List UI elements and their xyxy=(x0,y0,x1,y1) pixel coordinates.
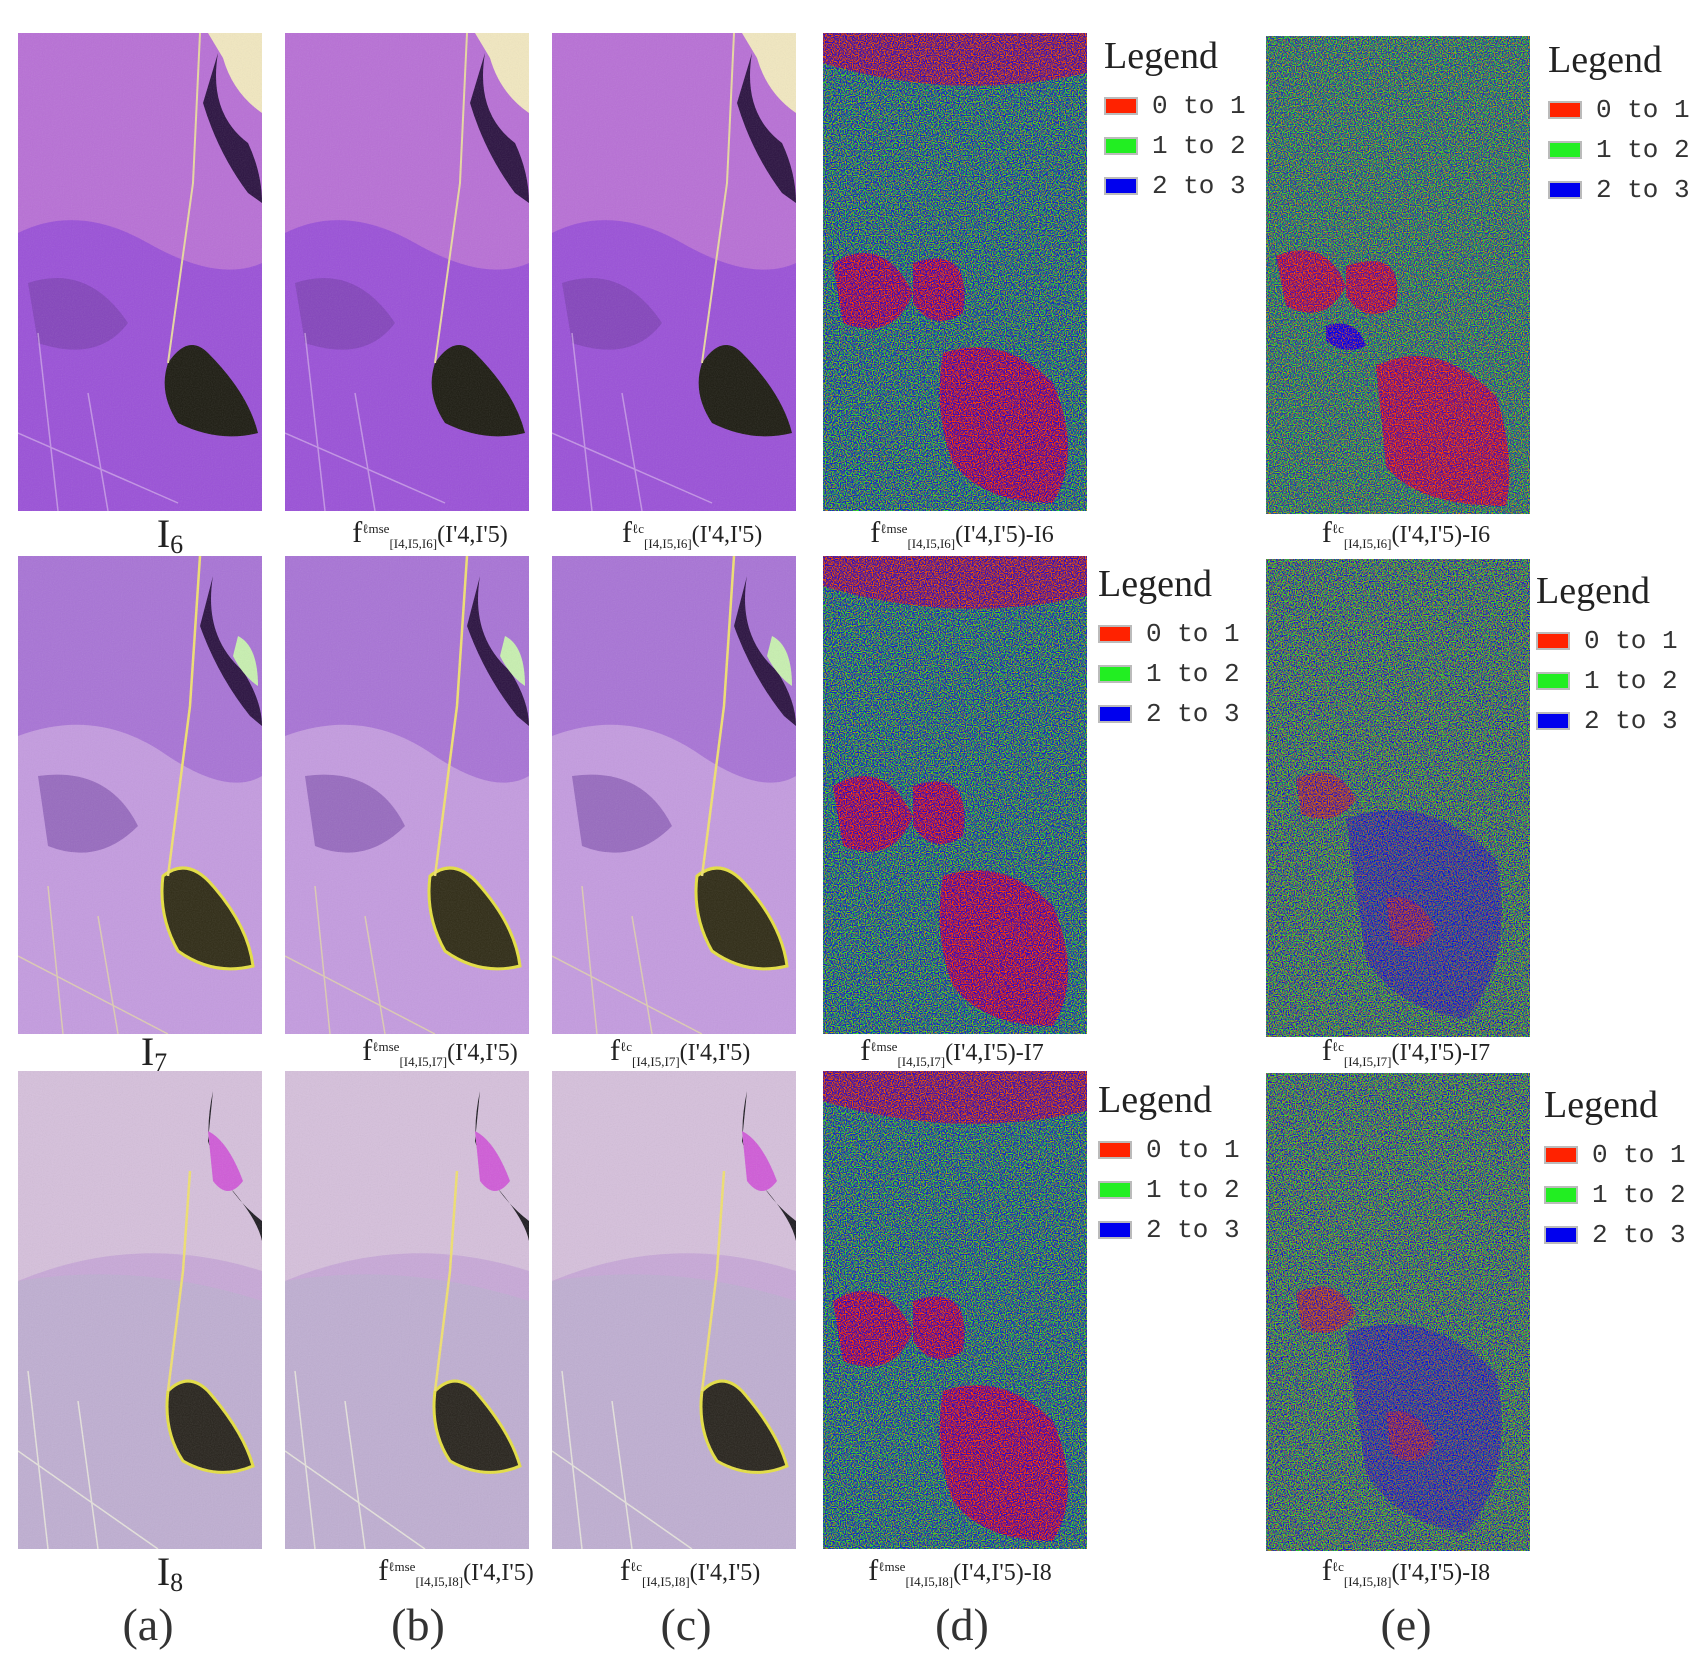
legend-item: 2 to 3 xyxy=(1544,1215,1705,1255)
image-i7-original xyxy=(18,556,262,1034)
legend-row1-d: Legend 0 to 1 1 to 2 2 to 3 xyxy=(1104,34,1284,206)
caption-f-lc-i7: fℓc[I4,I5,I7](I'4,I'5) xyxy=(610,1034,751,1069)
error-map-lc-i6 xyxy=(1266,36,1530,514)
legend-row1-e: Legend 0 to 1 1 to 2 2 to 3 xyxy=(1548,38,1705,210)
image-f-lmse-i8 xyxy=(285,1071,529,1549)
legend-item: 0 to 1 xyxy=(1104,86,1284,126)
legend-item: 0 to 1 xyxy=(1098,1130,1278,1170)
caption-f-lc-minus-i6: fℓc[I4,I5,I6](I'4,I'5)-I6 xyxy=(1321,516,1491,551)
legend-item: 0 to 1 xyxy=(1098,614,1278,654)
caption-i8: I8 xyxy=(156,1549,184,1597)
error-map-lc-i8 xyxy=(1266,1073,1530,1551)
legend-item: 2 to 3 xyxy=(1098,694,1278,734)
caption-f-lc-minus-i8: fℓc[I4,I5,I8](I'4,I'5)-I8 xyxy=(1321,1554,1491,1589)
caption-f-lc-i6: fℓc[I4,I5,I6](I'4,I'5) xyxy=(622,516,763,551)
caption-f-lmse-i7: fℓmse[I4,I5,I7](I'4,I'5) xyxy=(362,1034,518,1069)
legend-item: 2 to 3 xyxy=(1548,170,1705,210)
error-map-lc-i7 xyxy=(1266,559,1530,1037)
caption-f-lmse-minus-i6: fℓmse[I4,I5,I6](I'4,I'5)-I6 xyxy=(870,516,1054,551)
column-letter-b: (b) xyxy=(391,1599,445,1650)
legend-row2-e: Legend 0 to 1 1 to 2 2 to 3 xyxy=(1536,569,1705,741)
legend-item: 1 to 2 xyxy=(1104,126,1284,166)
legend-row2-d: Legend 0 to 1 1 to 2 2 to 3 xyxy=(1098,562,1278,734)
legend-item: 2 to 3 xyxy=(1536,701,1705,741)
caption-f-lc-i8: fℓc[I4,I5,I8](I'4,I'5) xyxy=(620,1554,761,1589)
legend-row3-e: Legend 0 to 1 1 to 2 2 to 3 xyxy=(1544,1083,1705,1255)
image-f-lmse-i6 xyxy=(285,33,529,511)
legend-item: 1 to 2 xyxy=(1098,654,1278,694)
image-i8-original xyxy=(18,1071,262,1549)
caption-i7: I7 xyxy=(140,1029,168,1077)
legend-title: Legend xyxy=(1536,570,1650,612)
image-f-lmse-i7 xyxy=(285,556,529,1034)
legend-title: Legend xyxy=(1548,39,1662,81)
error-map-lmse-i8 xyxy=(823,1071,1087,1549)
legend-item: 1 to 2 xyxy=(1098,1170,1278,1210)
legend-row3-d: Legend 0 to 1 1 to 2 2 to 3 xyxy=(1098,1078,1278,1250)
column-letter-e: (e) xyxy=(1380,1599,1432,1650)
column-letter-c: (c) xyxy=(660,1599,712,1650)
column-letter-d: (d) xyxy=(935,1599,989,1650)
column-letter-a: (a) xyxy=(122,1599,174,1650)
legend-item: 1 to 2 xyxy=(1548,130,1705,170)
legend-item: 0 to 1 xyxy=(1544,1135,1705,1175)
legend-title: Legend xyxy=(1104,35,1218,77)
legend-title: Legend xyxy=(1544,1084,1658,1126)
caption-f-lmse-minus-i7: fℓmse[I4,I5,I7](I'4,I'5)-I7 xyxy=(860,1034,1044,1069)
legend-item: 1 to 2 xyxy=(1536,661,1705,701)
caption-i6: I6 xyxy=(156,511,184,559)
caption-f-lmse-i6: fℓmse[I4,I5,I6](I'4,I'5) xyxy=(352,516,508,551)
legend-title: Legend xyxy=(1098,563,1212,605)
legend-item: 0 to 1 xyxy=(1548,90,1705,130)
image-i6-original xyxy=(18,33,262,511)
legend-item: 2 to 3 xyxy=(1098,1210,1278,1250)
image-f-lc-i6 xyxy=(552,33,796,511)
legend-item: 1 to 2 xyxy=(1544,1175,1705,1215)
caption-f-lmse-i8: fℓmse[I4,I5,I8](I'4,I'5) xyxy=(378,1554,534,1589)
legend-item: 0 to 1 xyxy=(1536,621,1705,661)
error-map-lmse-i6 xyxy=(823,33,1087,511)
error-map-lmse-i7 xyxy=(823,556,1087,1034)
image-f-lc-i7 xyxy=(552,556,796,1034)
caption-f-lmse-minus-i8: fℓmse[I4,I5,I8](I'4,I'5)-I8 xyxy=(868,1554,1052,1589)
legend-item: 2 to 3 xyxy=(1104,166,1284,206)
caption-f-lc-minus-i7: fℓc[I4,I5,I7](I'4,I'5)-I7 xyxy=(1321,1034,1491,1069)
image-f-lc-i8 xyxy=(552,1071,796,1549)
legend-title: Legend xyxy=(1098,1079,1212,1121)
